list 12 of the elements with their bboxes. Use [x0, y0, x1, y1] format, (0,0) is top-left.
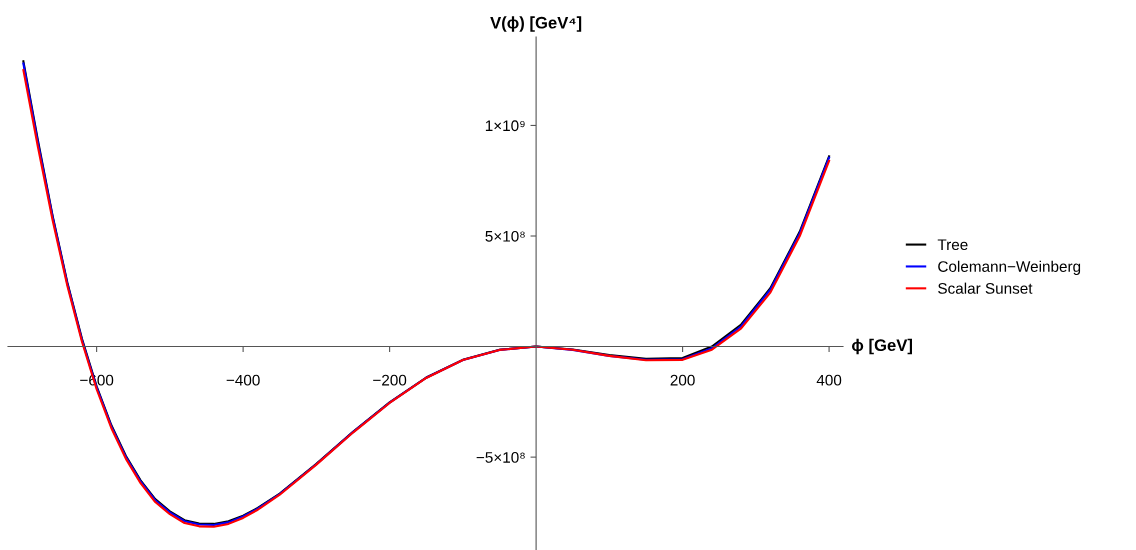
- x-tick-label: −400: [226, 374, 260, 386]
- legend-label: Scalar Sunset: [938, 282, 1033, 294]
- x-tick-label: −200: [373, 374, 407, 386]
- legend-label: Colemann−Weinberg: [938, 260, 1081, 275]
- y-tick-label: −5×10⁸: [476, 452, 525, 463]
- legend-label: Tree: [937, 239, 968, 251]
- y-tick-label: 5×10⁸: [485, 230, 525, 242]
- x-tick-label: 200: [670, 374, 695, 386]
- y-axis-title: V(ϕ) [GeV⁴]: [490, 16, 582, 32]
- x-axis-title: ϕ [GeV]: [852, 338, 912, 355]
- y-tick-label: 1×10⁹: [485, 120, 525, 132]
- x-tick-label: 400: [816, 374, 842, 386]
